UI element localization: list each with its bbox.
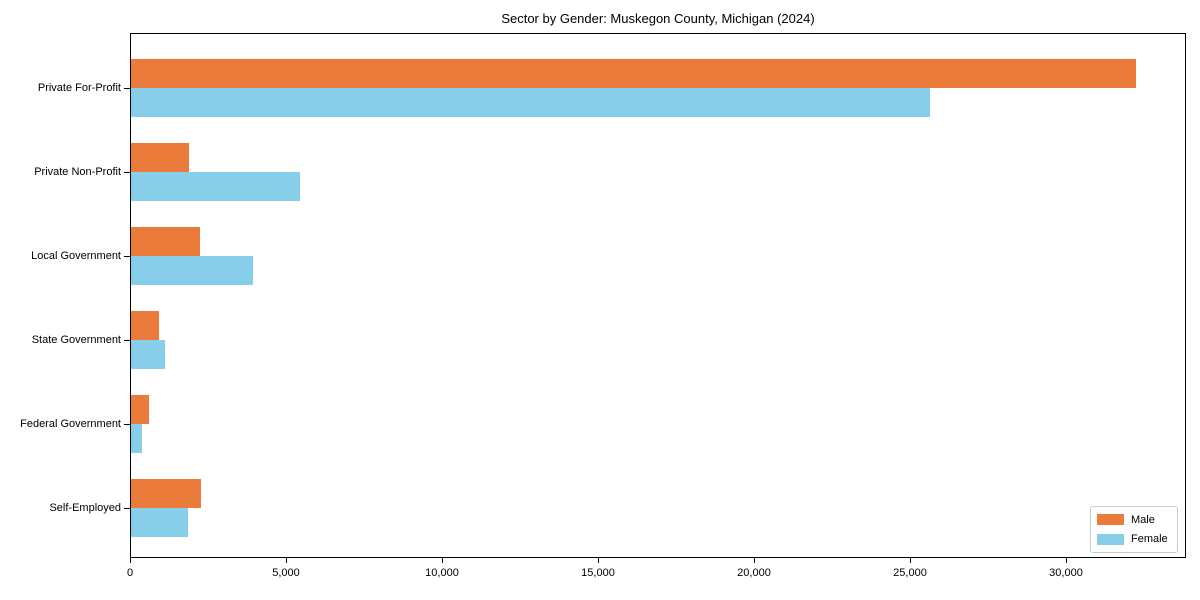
bar-female-private-for-profit [131,88,930,117]
bar-male-federal-government [131,395,149,424]
bar-female-private-non-profit [131,172,300,201]
female-series-swatch-icon [1097,533,1124,545]
y-tick-mark [124,256,130,257]
y-axis-label-self-employed: Self-Employed [49,502,121,514]
legend-label-male: Male [1131,513,1155,526]
male-series-swatch-icon [1097,514,1124,526]
x-tick-label: 10,000 [425,567,459,579]
legend-item-female: Female [1097,533,1171,545]
x-tick-mark [286,558,287,563]
y-tick-mark [124,424,130,425]
legend: Male Female [1090,506,1178,553]
x-tick-mark [130,558,131,563]
x-tick-mark [754,558,755,563]
x-tick-mark [1066,558,1067,563]
bar-male-private-for-profit [131,59,1136,88]
legend-item-male: Male [1097,514,1171,526]
x-tick-mark [442,558,443,563]
y-axis-label-local-government: Local Government [31,250,121,262]
x-tick-label: 25,000 [893,567,927,579]
y-tick-mark [124,340,130,341]
bar-female-state-government [131,340,166,369]
y-tick-mark [124,88,130,89]
bar-male-private-non-profit [131,143,189,172]
y-tick-mark [124,508,130,509]
chart-title: Sector by Gender: Muskegon County, Michi… [501,11,815,26]
y-axis-label-federal-government: Federal Government [20,418,121,430]
legend-label-female: Female [1131,533,1168,546]
plot-area [130,33,1186,558]
bar-female-federal-government [131,424,142,453]
x-tick-mark [910,558,911,563]
x-tick-label: 20,000 [737,567,771,579]
bar-female-local-government [131,256,253,285]
y-tick-mark [124,172,130,173]
x-tick-label: 0 [126,567,134,579]
y-axis-label-state-government: State Government [31,334,121,346]
x-tick-label: 15,000 [581,567,615,579]
x-tick-label: 30,000 [1049,567,1083,579]
bar-male-state-government [131,311,160,340]
bar-male-local-government [131,227,200,256]
y-axis-label-private-for-profit: Private For-Profit [37,82,121,94]
bar-male-self-employed [131,479,202,508]
y-axis-label-private-non-profit: Private Non-Profit [34,166,121,178]
x-tick-label: 5,000 [272,567,300,579]
x-tick-mark [598,558,599,563]
bar-female-self-employed [131,508,188,537]
